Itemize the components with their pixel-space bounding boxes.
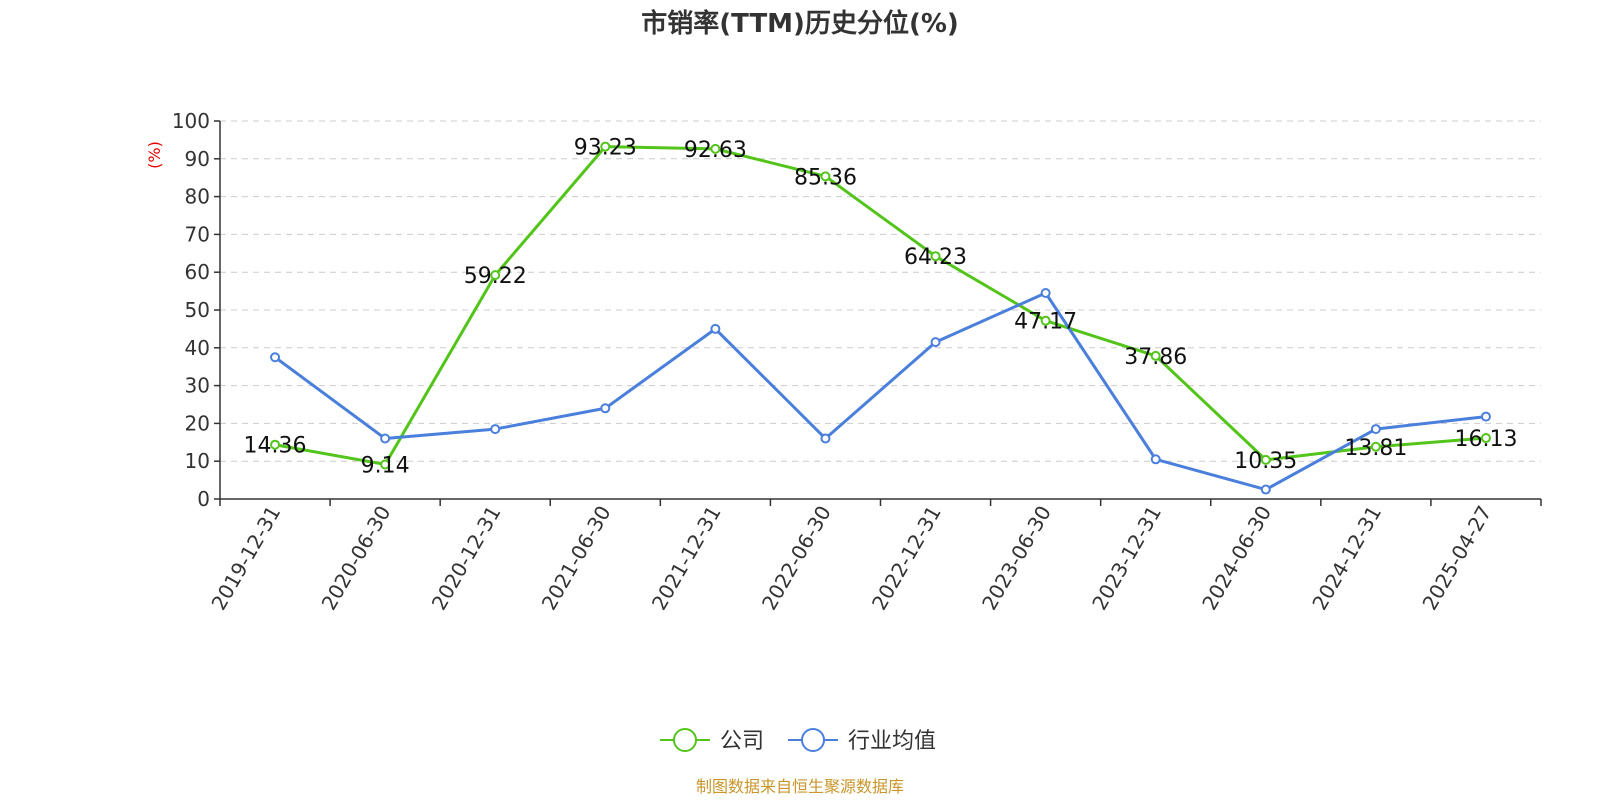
data-point xyxy=(270,439,281,450)
data-label: 47.17 xyxy=(1014,310,1077,335)
y-tick-label: 30 xyxy=(185,374,210,398)
chart-title: 市销率(TTM)历史分位(%) xyxy=(641,8,959,39)
data-point xyxy=(820,433,831,444)
data-point xyxy=(1040,315,1051,326)
x-tick-label: 2024-12-31 xyxy=(1307,502,1386,615)
data-point xyxy=(1480,433,1491,444)
y-tick-label: 80 xyxy=(185,185,210,209)
data-label: 9.14 xyxy=(361,453,410,478)
data-labels: 14.36 9.14 59.22 93.23 92.63 85.36 64.23 47.17 3… xyxy=(244,136,1518,479)
y-tick-label: 100 xyxy=(172,109,210,133)
series xyxy=(270,141,1491,495)
data-point xyxy=(1260,454,1271,465)
data-label: 10.35 xyxy=(1234,449,1297,474)
y-tick-label: 20 xyxy=(185,411,210,435)
y-tick-label: 50 xyxy=(185,298,210,322)
x-tick-label: 2021-12-31 xyxy=(647,502,726,615)
legend-label: 公司 xyxy=(720,729,764,754)
data-label: 64.23 xyxy=(904,245,967,270)
data-point xyxy=(1370,441,1381,452)
data-point xyxy=(1150,454,1161,465)
y-tick-label: 10 xyxy=(185,449,210,473)
data-point xyxy=(600,141,611,152)
x-tick-label: 2020-06-30 xyxy=(317,502,396,615)
data-point xyxy=(710,323,721,334)
data-point xyxy=(1150,350,1161,361)
data-point xyxy=(820,171,831,182)
grid-lines xyxy=(220,120,1541,462)
y-tick-label: 60 xyxy=(185,260,210,284)
data-label: 93.23 xyxy=(574,136,637,161)
series-line xyxy=(274,145,1487,466)
x-tick-label: 2023-12-31 xyxy=(1087,502,1166,615)
series-line xyxy=(274,291,1487,492)
source-note: 制图数据来自恒生聚源数据库 xyxy=(696,777,904,796)
legend: 公司 行业均值 xyxy=(660,728,936,754)
x-tick-label: 2021-06-30 xyxy=(537,502,616,615)
legend-marker xyxy=(673,728,697,752)
data-point xyxy=(380,433,391,444)
data-point xyxy=(930,251,941,262)
x-tick-label: 2025-04-27 xyxy=(1417,502,1496,615)
data-point xyxy=(930,337,941,348)
data-label: 14.36 xyxy=(244,434,307,459)
data-point xyxy=(1260,484,1271,495)
x-tick-label: 2024-06-30 xyxy=(1197,502,1276,615)
data-label: 85.36 xyxy=(794,165,857,190)
x-tick-label: 2023-06-30 xyxy=(977,502,1056,615)
data-point xyxy=(1480,411,1491,422)
data-point xyxy=(380,459,391,470)
x-tick-label: 2020-12-31 xyxy=(427,502,506,615)
data-point xyxy=(490,424,501,435)
data-point xyxy=(1370,424,1381,435)
y-tick-label: 70 xyxy=(185,222,210,246)
data-label: 16.13 xyxy=(1454,427,1517,452)
y-tick-label: 90 xyxy=(185,147,210,171)
legend-marker xyxy=(801,728,825,752)
data-point xyxy=(270,352,281,363)
x-tick-label: 2022-06-30 xyxy=(757,502,836,615)
legend-label: 行业均值 xyxy=(848,729,936,754)
data-point xyxy=(600,403,611,414)
data-label: 59.22 xyxy=(464,264,527,289)
y-tick-label: 0 xyxy=(197,487,210,511)
y-axis-label: (%) xyxy=(145,141,164,169)
data-point xyxy=(490,270,501,281)
data-point xyxy=(1040,287,1051,298)
data-point xyxy=(710,143,721,154)
x-tick-label: 2022-12-31 xyxy=(867,502,946,615)
data-label: 92.63 xyxy=(684,138,747,163)
data-label: 37.86 xyxy=(1124,345,1187,370)
x-tick-label: 2019-12-31 xyxy=(206,502,285,615)
data-label: 13.81 xyxy=(1344,436,1407,461)
y-tick-label: 40 xyxy=(185,336,210,360)
